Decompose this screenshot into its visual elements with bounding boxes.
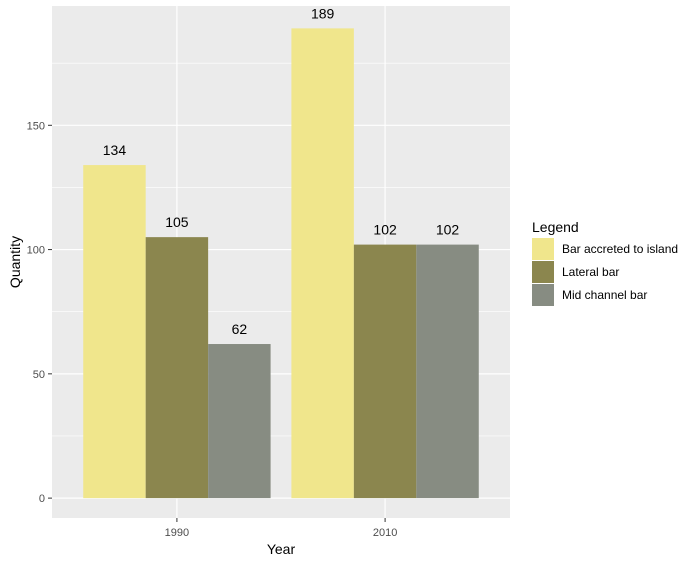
bar <box>145 237 209 499</box>
bar <box>208 344 271 499</box>
y-axis-title: Quantity <box>7 236 23 288</box>
bar <box>416 244 479 499</box>
legend-key <box>532 261 554 283</box>
bar <box>83 165 146 499</box>
bar <box>353 244 417 499</box>
data-label: 189 <box>311 5 335 21</box>
legend-key <box>532 238 554 260</box>
y-tick-label: 50 <box>33 369 45 381</box>
data-labels: 134 105 62 189 102 102 <box>103 5 460 337</box>
x-tick-label: 2010 <box>373 527 397 539</box>
x-tick-label: 1990 <box>165 527 189 539</box>
bars <box>83 28 479 499</box>
y-tick-label: 0 <box>39 493 45 505</box>
legend: Legend Bar accreted to island Lateral bar… <box>532 219 678 306</box>
legend-label: Mid channel bar <box>562 288 647 302</box>
data-label: 62 <box>232 321 248 337</box>
legend-key <box>532 284 554 306</box>
legend-label: Lateral bar <box>562 265 619 279</box>
x-axis-title: Year <box>267 541 296 557</box>
bar <box>291 28 354 499</box>
y-tick-label: 100 <box>27 245 45 257</box>
y-axis: 0 50 100 150 <box>27 120 52 505</box>
legend-items: Bar accreted to island Lateral bar Mid cha… <box>532 238 678 306</box>
data-label: 134 <box>103 142 127 158</box>
data-label: 102 <box>373 222 397 238</box>
x-axis: 1990 2010 <box>165 518 397 539</box>
legend-title: Legend <box>532 219 579 235</box>
y-tick-label: 150 <box>27 120 45 132</box>
data-label: 105 <box>165 214 189 230</box>
data-label: 102 <box>436 222 460 238</box>
legend-label: Bar accreted to island <box>562 242 678 256</box>
